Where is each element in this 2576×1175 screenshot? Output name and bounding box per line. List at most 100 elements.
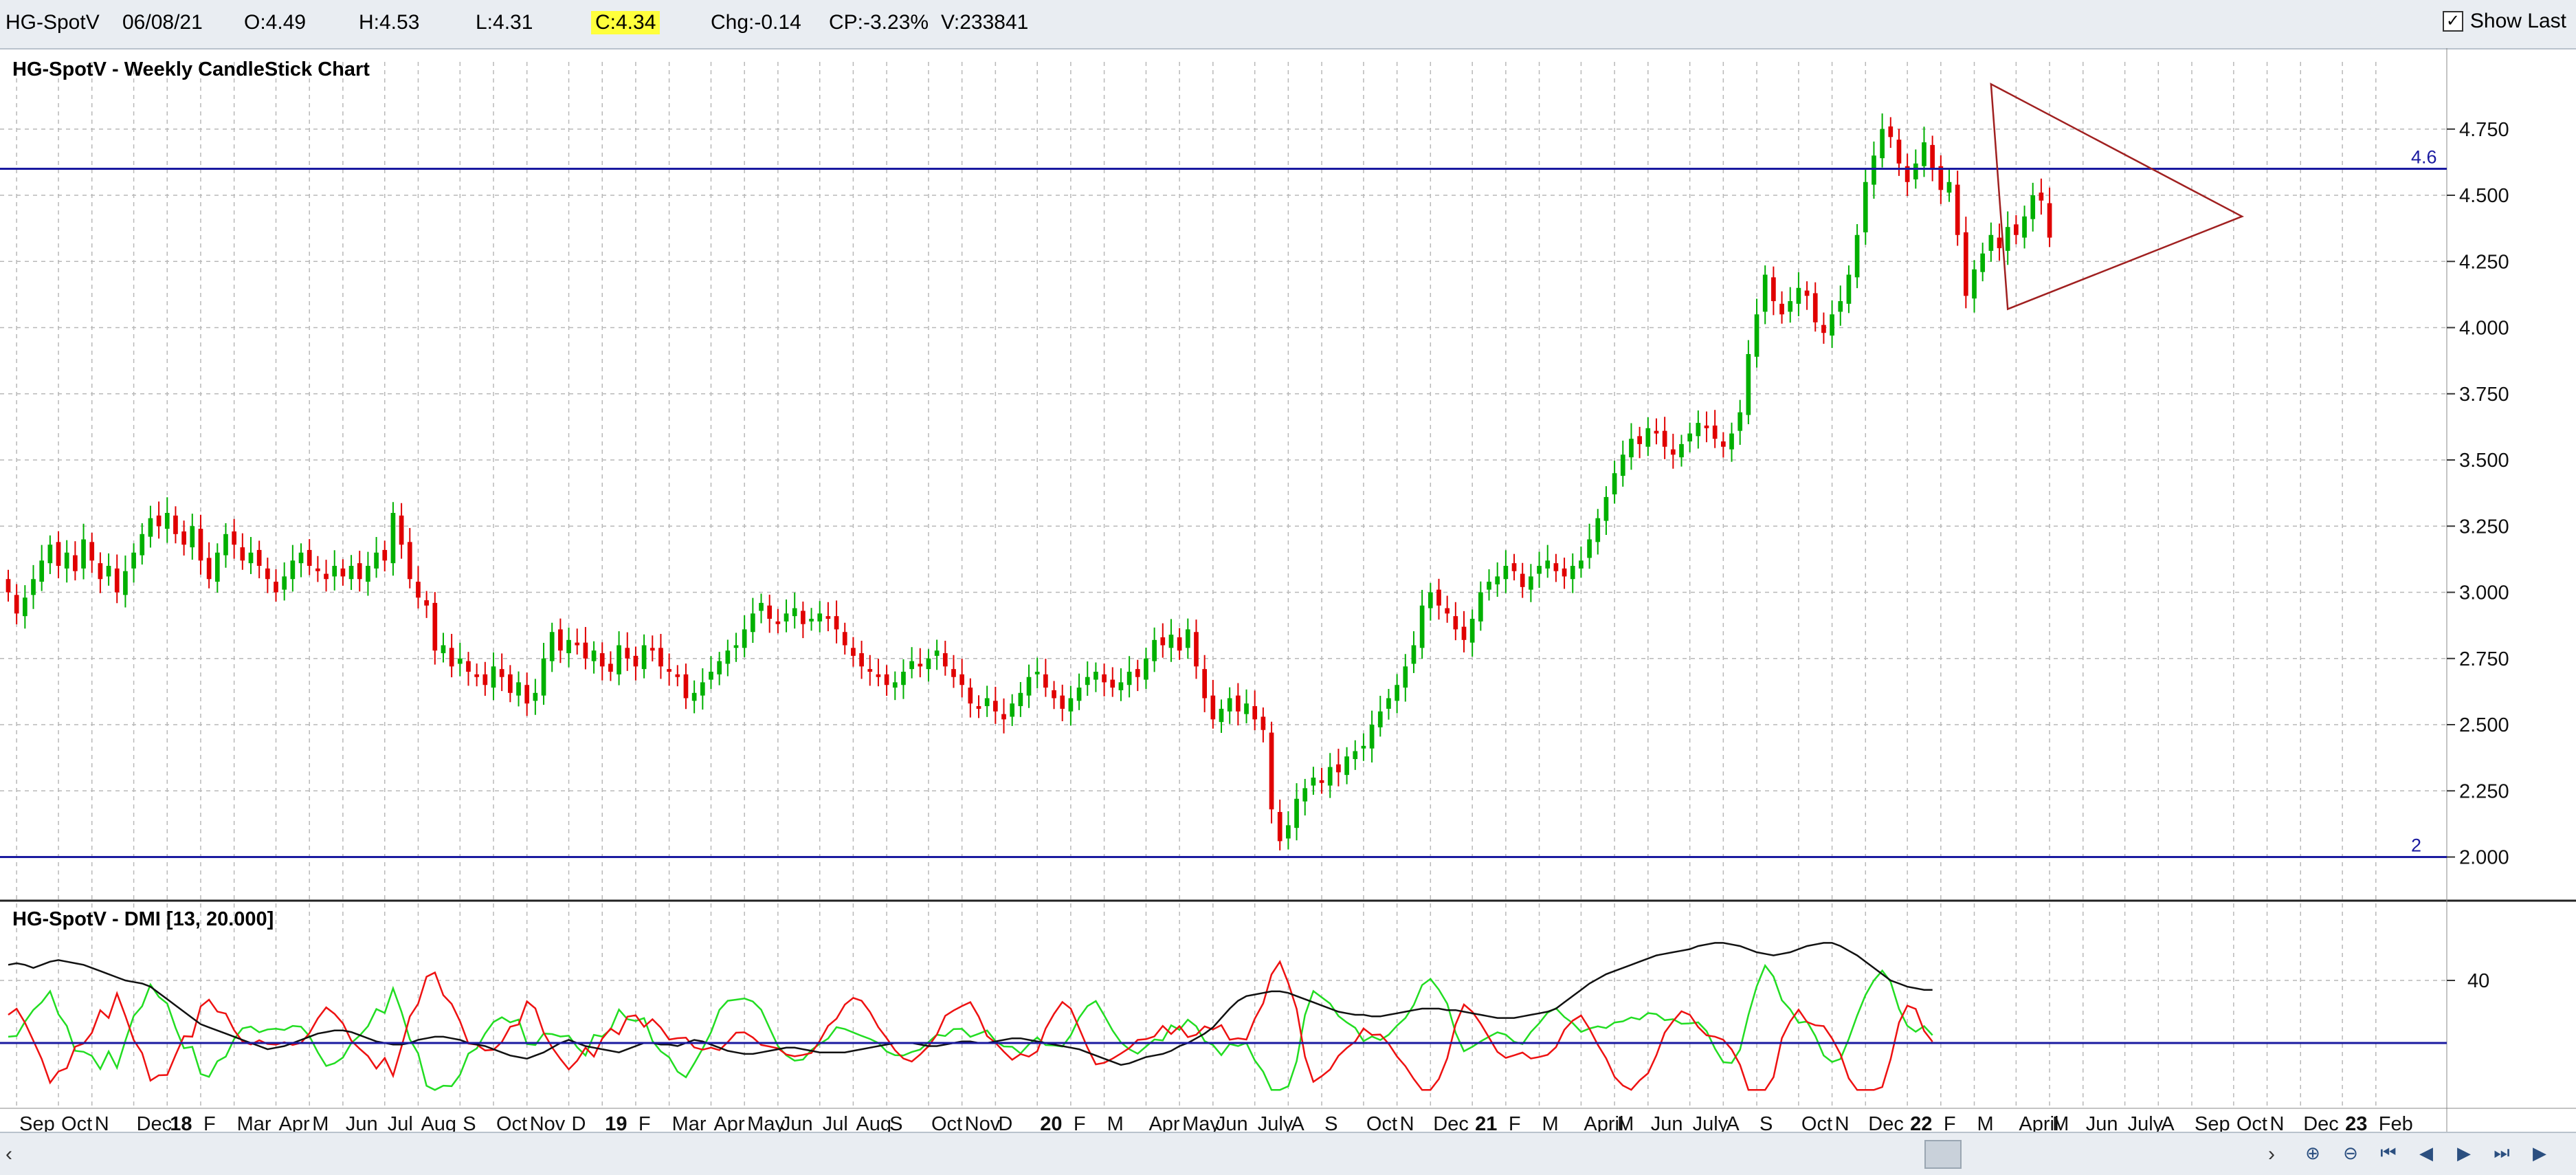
price-tick-label: 4.750 [2459, 119, 2509, 141]
candle-body [1796, 287, 1801, 304]
candle-body [131, 552, 136, 569]
candle-body [1511, 563, 1517, 571]
scroll-right-icon[interactable]: ▶ [2533, 1142, 2546, 1163]
time-tick-label: F [1509, 1113, 1521, 1132]
chart-area[interactable]: 4.62 4.7504.5004.2504.0003.7503.5003.250… [0, 48, 2576, 1132]
candle-body [842, 632, 847, 646]
scroll-back-icon[interactable]: ◀ [2419, 1142, 2433, 1163]
time-tick-label: Oct [931, 1113, 962, 1132]
scroll-forward-icon[interactable]: ▶ [2457, 1142, 2471, 1163]
candle-body [1419, 605, 1425, 648]
candle-body [1746, 354, 1751, 415]
time-tick-label: July [2128, 1113, 2164, 1132]
time-tick-label: Jun [346, 1113, 378, 1132]
candle-body [1244, 703, 1249, 714]
candle-body [340, 568, 346, 577]
candle-body [792, 608, 797, 617]
time-tick-label: 20 [1040, 1113, 1062, 1132]
candle-body [1210, 695, 1216, 720]
candle-body [1386, 698, 1391, 709]
time-tick-label: Oct [1366, 1113, 1397, 1132]
time-tick-label: Oct [496, 1113, 527, 1132]
candle-body [1830, 314, 1834, 336]
high-value: H:4.53 [359, 11, 420, 34]
candle-body [976, 706, 981, 709]
overlays: 4.62 [0, 83, 2447, 858]
candle-body [190, 526, 195, 548]
candle-body [1980, 253, 1986, 272]
show-last-toggle[interactable]: ✓ Show Last [2442, 10, 2566, 33]
candle-body [1562, 568, 1567, 577]
candle-body [1595, 518, 1601, 542]
candle-body [884, 674, 889, 685]
candle-body [22, 597, 27, 617]
candle-body [617, 645, 621, 674]
candle-body [867, 669, 873, 672]
show-last-checkbox[interactable]: ✓ [2442, 11, 2463, 32]
candle-body [332, 566, 337, 577]
zoom-out-icon[interactable]: ⊖ [2343, 1142, 2358, 1163]
candle-body [1922, 142, 1927, 166]
candle-body [625, 648, 630, 659]
candle-body [992, 701, 998, 712]
time-tick-label: Aug [421, 1113, 456, 1132]
candle-body [1093, 672, 1098, 680]
candle-body [1110, 679, 1115, 688]
scroll-start-icon[interactable]: ⏮ [2380, 1142, 2397, 1163]
candle-body [892, 682, 898, 688]
time-tick-label: May [747, 1113, 785, 1132]
price-tick-label: 2.250 [2459, 780, 2509, 802]
candle-body [1085, 677, 1090, 685]
candle-body [374, 552, 379, 569]
time-tick-label: Dec [1433, 1113, 1469, 1132]
time-tick-label: N [1835, 1113, 1850, 1132]
time-tick-label: A [1726, 1113, 1740, 1132]
candle-body [2047, 203, 2052, 238]
candle-body [1654, 430, 1659, 434]
scroll-left-arrow[interactable]: ‹ [5, 1143, 12, 1165]
candle-body [1963, 232, 1968, 296]
time-tick-label: N [95, 1113, 109, 1132]
candle-body [591, 650, 597, 661]
candle-body [1729, 433, 1734, 450]
time-tick-label: M [312, 1113, 329, 1132]
candle-body [47, 545, 53, 564]
candle-body [1026, 677, 1032, 696]
candle-body [599, 653, 605, 667]
close-value: C:4.34 [591, 11, 660, 34]
candle-body [750, 613, 755, 633]
candle-body [399, 515, 404, 545]
time-tick-label: Dec [137, 1113, 173, 1132]
candle-body [1277, 812, 1283, 842]
candle-body [951, 669, 956, 677]
candle-body [675, 674, 680, 677]
candle-body [1737, 412, 1743, 431]
time-tick-label: F [203, 1113, 216, 1132]
candle-body [1838, 301, 1843, 312]
time-tick-label: N [2270, 1113, 2285, 1132]
candle-body [31, 579, 36, 595]
quote-toolbar: HG-SpotV 06/08/21 O:4.49 H:4.53 L:4.31 C… [0, 0, 2576, 50]
price-tick-label: 3.000 [2459, 582, 2509, 604]
price-tick-label: 3.500 [2459, 450, 2509, 472]
scroll-thumb[interactable] [1924, 1140, 1962, 1169]
horizontal-scrollbar[interactable]: ‹ › ⊕ ⊖ ⏮ ◀ ▶ ⏭ ▶ [0, 1132, 2576, 1175]
zoom-in-icon[interactable]: ⊕ [2305, 1142, 2320, 1163]
scroll-end-icon[interactable]: ⏭ [2494, 1142, 2510, 1163]
candle-body [1905, 166, 1910, 182]
dmi-lines [0, 942, 2447, 1091]
candle-body [73, 555, 78, 571]
time-tick-label: April [1584, 1113, 1623, 1132]
symbol-label: HG-SpotV [5, 11, 100, 34]
time-tick-label: A [1291, 1113, 1304, 1132]
scroll-right-arrow[interactable]: › [2268, 1143, 2275, 1165]
candle-body [918, 663, 923, 667]
candle-body [1177, 637, 1182, 651]
candle-body [214, 552, 220, 582]
candle-body [1670, 449, 1676, 455]
candle-body [667, 669, 671, 672]
candle-body [1060, 695, 1065, 709]
candle-body [173, 515, 178, 534]
price-grid [0, 48, 2576, 1132]
candle-body [1579, 560, 1584, 569]
